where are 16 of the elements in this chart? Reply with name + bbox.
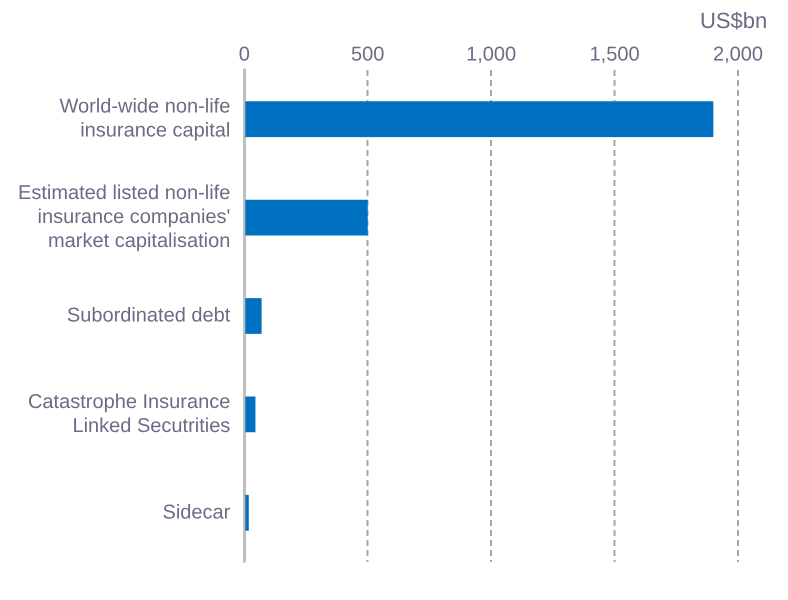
x-axis-title: US$bn bbox=[700, 8, 768, 34]
y-tick-label: Subordinated debt bbox=[66, 304, 231, 327]
y-tick-label: Catastrophe Insurance Linked Secutrities bbox=[28, 390, 230, 437]
bar bbox=[245, 101, 714, 138]
x-tick-label: 1,500 bbox=[590, 44, 640, 66]
x-tick-label: 0 bbox=[238, 44, 250, 66]
x-tick-label: 500 bbox=[351, 44, 384, 66]
y-tick-label: World-wide non-life insurance capital bbox=[60, 96, 230, 142]
y-tick-label: Estimated listed non-life insurance companies' market capitalisation bbox=[18, 182, 230, 252]
y-tick-label: Sidecar bbox=[162, 501, 231, 524]
bar bbox=[245, 200, 368, 236]
x-tick-label: 2,000 bbox=[712, 44, 764, 66]
bar bbox=[245, 298, 262, 334]
bar bbox=[245, 494, 249, 531]
bar bbox=[245, 396, 256, 432]
x-tick-label: 1,000 bbox=[466, 44, 516, 66]
